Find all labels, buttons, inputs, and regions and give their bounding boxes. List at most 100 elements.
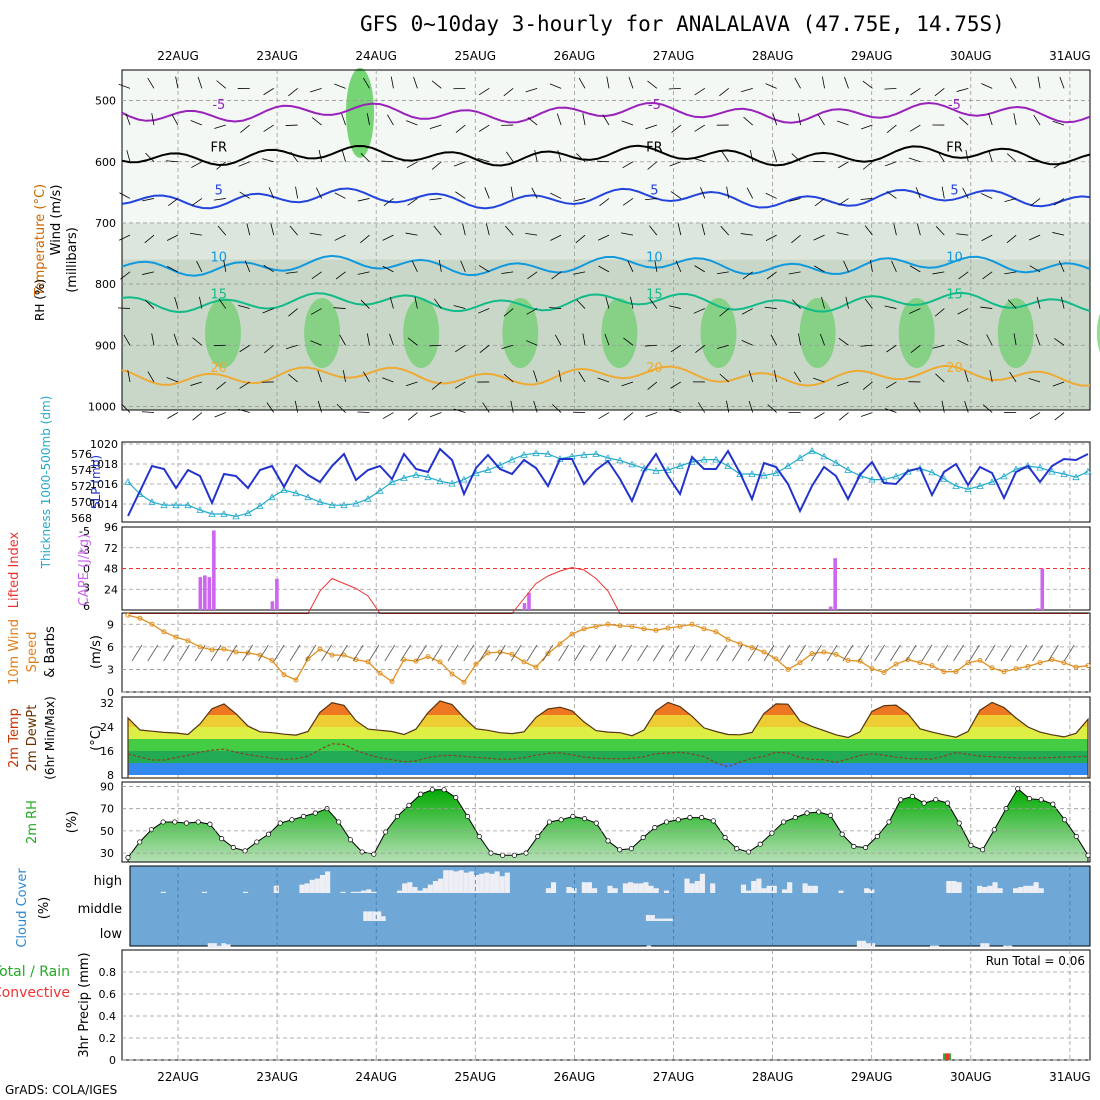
cloud-bar-high bbox=[771, 885, 777, 893]
wind-barb bbox=[743, 116, 753, 126]
thickness-point bbox=[172, 501, 180, 509]
wind-barb bbox=[145, 152, 155, 163]
wind-barb bbox=[980, 306, 993, 309]
rh-area bbox=[127, 787, 1089, 863]
thickness-point bbox=[460, 475, 468, 483]
wind-speed-point bbox=[761, 649, 767, 655]
wind-barb bbox=[981, 193, 993, 199]
wind-barb bbox=[1052, 381, 1065, 387]
wind-barb bbox=[317, 400, 322, 413]
wind-barb bbox=[123, 334, 131, 346]
wind-barb bbox=[694, 88, 706, 96]
rh-point bbox=[125, 855, 131, 861]
wind-barb bbox=[455, 124, 466, 133]
rh-point bbox=[1050, 801, 1056, 807]
wind-barb bbox=[389, 296, 394, 309]
cloud-bar-high bbox=[766, 885, 772, 893]
wind-speed-point bbox=[329, 652, 335, 658]
temp-contour-label: 20 bbox=[946, 361, 963, 376]
wind-barb bbox=[505, 225, 514, 236]
rh-core-upper bbox=[346, 67, 374, 158]
li-tick-label: 6 bbox=[83, 600, 90, 613]
wind-barb bbox=[576, 153, 586, 163]
wind-barb bbox=[909, 308, 921, 314]
sfc-wind-barb bbox=[558, 644, 569, 662]
wind-barb bbox=[788, 271, 801, 275]
rh-point bbox=[851, 843, 857, 849]
wind-barb bbox=[862, 381, 873, 390]
wind-speed-point bbox=[533, 664, 539, 670]
rh-point bbox=[734, 846, 740, 852]
rh-point bbox=[1073, 833, 1079, 839]
thickness-point bbox=[952, 482, 960, 489]
wind-barb bbox=[119, 192, 131, 199]
wind-barb bbox=[669, 161, 681, 167]
wind-barb bbox=[503, 373, 514, 383]
wind-barb bbox=[1054, 412, 1065, 421]
day-label-bottom: 28AUG bbox=[752, 1070, 794, 1084]
cape-bar bbox=[828, 606, 833, 610]
wind-barb bbox=[406, 120, 418, 126]
wind-barb bbox=[670, 344, 682, 353]
wind-barb bbox=[575, 234, 586, 244]
rh-point bbox=[933, 797, 939, 803]
wind-barb bbox=[1054, 337, 1065, 346]
wind-barb bbox=[334, 83, 346, 89]
rh-core bbox=[898, 298, 935, 369]
wind-barb bbox=[741, 308, 753, 315]
rh-point bbox=[195, 819, 201, 825]
thickness-point bbox=[256, 502, 264, 509]
cloud-bar-high bbox=[756, 878, 762, 893]
wind-barb bbox=[453, 408, 466, 413]
temp-band bbox=[128, 700, 1088, 715]
wind-speed-point bbox=[989, 665, 995, 671]
cloud-bar-high bbox=[319, 875, 326, 893]
cloud-bar-high bbox=[299, 884, 305, 893]
rh-point bbox=[886, 819, 892, 825]
wind-barb bbox=[693, 157, 705, 163]
sfc-wind-barb bbox=[400, 644, 411, 662]
thickness-point bbox=[892, 472, 900, 480]
rh-point bbox=[628, 846, 634, 852]
cloud-bar-high bbox=[438, 878, 444, 893]
cloud-bar-low bbox=[221, 943, 226, 948]
rh-point bbox=[968, 842, 974, 848]
cloud-bar-high bbox=[956, 882, 962, 893]
thickness-point bbox=[616, 456, 624, 464]
wind-barb bbox=[606, 76, 610, 89]
wind-barb bbox=[151, 113, 155, 126]
cloud-bar-middle bbox=[376, 911, 382, 921]
wind-speed-point bbox=[269, 657, 275, 663]
temp-contour-label: 15 bbox=[646, 287, 663, 302]
rh-tick-label: 30 bbox=[100, 847, 114, 860]
wind-barb bbox=[813, 377, 825, 383]
wind-barb bbox=[1059, 76, 1065, 89]
thickness-point bbox=[448, 479, 456, 487]
rh-point bbox=[347, 837, 353, 843]
rh-point bbox=[558, 817, 564, 823]
wind-barb bbox=[216, 80, 227, 89]
thickness-point bbox=[628, 460, 636, 468]
wind-speed-point bbox=[137, 615, 143, 621]
rh-point bbox=[254, 839, 260, 845]
wind-barb bbox=[407, 412, 418, 421]
wind-barb bbox=[720, 225, 730, 236]
cloud-bar-high bbox=[499, 876, 505, 893]
wind-barb bbox=[957, 308, 969, 315]
ylabel-cape: CAPE (J/kg) bbox=[77, 534, 92, 606]
wind-speed-point bbox=[569, 631, 575, 637]
wind-barb bbox=[556, 113, 562, 126]
wind-speed-point bbox=[917, 660, 923, 666]
wind-barb bbox=[645, 124, 658, 130]
sfc-wind-barb bbox=[763, 644, 775, 662]
wind-barb bbox=[462, 223, 466, 236]
wind-barb bbox=[788, 198, 801, 202]
thickness-point bbox=[664, 466, 672, 473]
cloud-bar-low bbox=[934, 945, 940, 948]
cloud-bar-high bbox=[581, 882, 587, 893]
thickness-point bbox=[1000, 472, 1008, 480]
wind-barb bbox=[333, 307, 346, 309]
cloud-bar-high bbox=[781, 889, 788, 893]
cloud-bar-low bbox=[856, 940, 862, 948]
rh-point bbox=[757, 841, 763, 847]
